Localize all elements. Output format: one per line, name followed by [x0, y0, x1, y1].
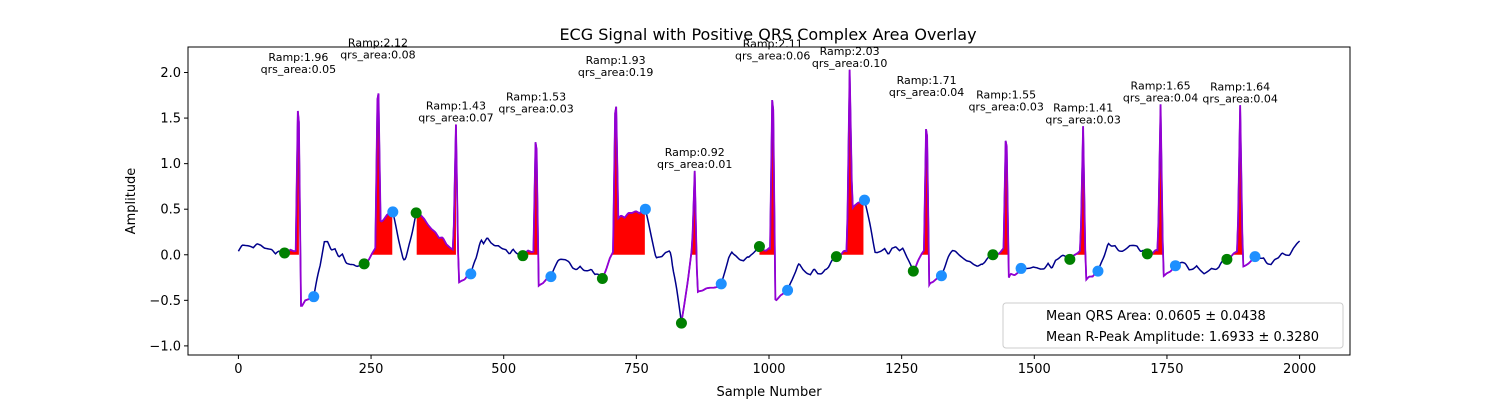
qrs-segment-4: [522, 142, 551, 288]
qrs-segment-2: [364, 93, 393, 264]
plot-area: Ramp:1.96qrs_area:0.05Ramp:2.12qrs_area:…: [237, 37, 1301, 329]
qrs-segment-11: [1069, 126, 1099, 282]
qrs-offset-marker-6: [715, 278, 727, 290]
y-tick-label-1: −1.0: [149, 339, 181, 354]
qrs-area-label-8: qrs_area:0.10: [812, 57, 887, 70]
x-tick-label-5: 1000: [752, 362, 785, 377]
qrs-offset-marker-11: [1092, 265, 1104, 277]
x-tick-label-4: 750: [624, 362, 649, 377]
qrs-area-fill-5: [602, 106, 645, 255]
y-tick-label-2: −0.5: [149, 294, 181, 309]
legend-entry-mean-qrs-area: Mean QRS Area: 0.0605 ± 0.0438: [1046, 309, 1266, 324]
qrs-onset-marker-10: [987, 249, 999, 261]
y-tick-label-6: 1.5: [160, 112, 181, 127]
qrs-offset-marker-3: [465, 268, 477, 280]
ecg-signal-line: [237, 69, 1301, 321]
ramp-label-13: Ramp:1.64: [1210, 80, 1270, 93]
qrs-onset-marker-7: [753, 241, 765, 253]
x-tick-label-3: 500: [491, 362, 516, 377]
legend-entry-mean-r-peak-amplitude: Mean R-Peak Amplitude: 1.6933 ± 0.3280: [1046, 330, 1319, 345]
qrs-area-label-12: qrs_area:0.04: [1123, 91, 1198, 104]
qrs-area-label-4: qrs_area:0.03: [498, 102, 573, 115]
x-axis-label: Sample Number: [716, 385, 822, 400]
y-tick-label-5: 1.0: [160, 157, 181, 172]
qrs-onset-marker-5: [596, 272, 608, 284]
ramp-label-9: Ramp:1.71: [897, 74, 957, 87]
ramp-label-1: Ramp:1.96: [268, 51, 328, 64]
x-tick-label-9: 2000: [1283, 362, 1316, 377]
qrs-segment-7: [758, 99, 788, 302]
x-tick-label-7: 1500: [1018, 362, 1051, 377]
qrs-area-label-5: qrs_area:0.19: [578, 66, 653, 79]
qrs-offset-marker-4: [545, 271, 557, 283]
qrs-segment-13: [1227, 105, 1256, 268]
qrs-area-label-11: qrs_area:0.03: [1045, 113, 1120, 126]
y-tick-label-3: 0.0: [160, 248, 181, 263]
qrs-onset-marker-1: [279, 247, 291, 259]
legend: Mean QRS Area: 0.0605 ± 0.0438 Mean R-Pe…: [1002, 302, 1344, 349]
ramp-label-12: Ramp:1.65: [1131, 79, 1191, 92]
qrs-area-label-10: qrs_area:0.03: [968, 101, 1043, 114]
y-tick-label-4: 0.5: [160, 203, 181, 218]
x-tick-label-2: 250: [359, 362, 384, 377]
ramp-label-4: Ramp:1.53: [506, 90, 566, 103]
qrs-area-label-6: qrs_area:0.01: [657, 158, 732, 171]
qrs-segment-1: [285, 110, 315, 307]
qrs-offset-marker-2: [387, 206, 399, 218]
x-tick-label-1: 0: [234, 362, 242, 377]
axis-ticks: 0 250 500 750 1000 1250 1500 1750 2000 −1.0 −0.5 0.…: [149, 66, 1316, 377]
chart-title: ECG Signal with Positive QRS Complex Are…: [559, 25, 976, 44]
qrs-onset-marker-4: [517, 250, 529, 262]
qrs-onset-marker-3: [410, 207, 422, 219]
qrs-onset-marker-9: [907, 265, 919, 277]
qrs-onset-marker-13: [1221, 253, 1233, 265]
y-tick-label-7: 2.0: [160, 66, 181, 81]
qrs-area-fill-1: [285, 110, 299, 255]
qrs-area-fill-3: [416, 124, 456, 255]
qrs-onset-marker-2: [358, 258, 370, 270]
qrs-onset-marker-12: [1141, 248, 1153, 260]
qrs-area-label-7: qrs_area:0.06: [735, 49, 810, 62]
qrs-onset-marker-6: [675, 317, 687, 329]
x-tick-label-8: 1750: [1150, 362, 1183, 377]
qrs-area-label-13: qrs_area:0.04: [1202, 92, 1277, 105]
x-tick-label-6: 1250: [885, 362, 918, 377]
qrs-area-label-2: qrs_area:0.08: [340, 49, 415, 62]
qrs-segment-3: [416, 124, 472, 284]
qrs-offset-marker-12: [1169, 260, 1181, 272]
qrs-area-fill-8: [836, 69, 864, 255]
qrs-area-fill-2: [364, 93, 393, 255]
qrs-offset-marker-10: [1015, 262, 1027, 274]
qrs-offset-marker-8: [859, 194, 871, 206]
ramp-label-8: Ramp:2.03: [820, 45, 880, 58]
qrs-offset-marker-13: [1249, 251, 1261, 263]
legend-box: [1002, 302, 1344, 349]
qrs-offset-marker-5: [639, 203, 651, 215]
qrs-area-label-1: qrs_area:0.05: [261, 63, 336, 76]
ramp-label-6: Ramp:0.92: [665, 146, 725, 159]
qrs-onset-marker-8: [830, 251, 842, 263]
qrs-offset-marker-1: [308, 291, 320, 303]
qrs-segment-6: [681, 170, 722, 319]
qrs-area-label-3: qrs_area:0.07: [418, 111, 493, 124]
qrs-offset-marker-9: [935, 270, 947, 282]
ramp-label-11: Ramp:1.41: [1053, 101, 1113, 114]
qrs-offset-marker-7: [782, 284, 794, 296]
qrs-area-fill-13: [1227, 105, 1244, 255]
qrs-segment-5: [601, 106, 646, 280]
ramp-label-3: Ramp:1.43: [426, 99, 486, 112]
qrs-segment-9: [912, 129, 942, 289]
ramp-label-5: Ramp:1.93: [586, 54, 646, 67]
qrs-onset-marker-11: [1064, 253, 1076, 265]
ramp-label-2: Ramp:2.12: [348, 37, 408, 50]
qrs-area-fill-6: [681, 170, 696, 255]
qrs-area-label-9: qrs_area:0.04: [889, 86, 964, 99]
ramp-label-10: Ramp:1.55: [976, 89, 1036, 102]
y-axis-label: Amplitude: [124, 168, 139, 235]
